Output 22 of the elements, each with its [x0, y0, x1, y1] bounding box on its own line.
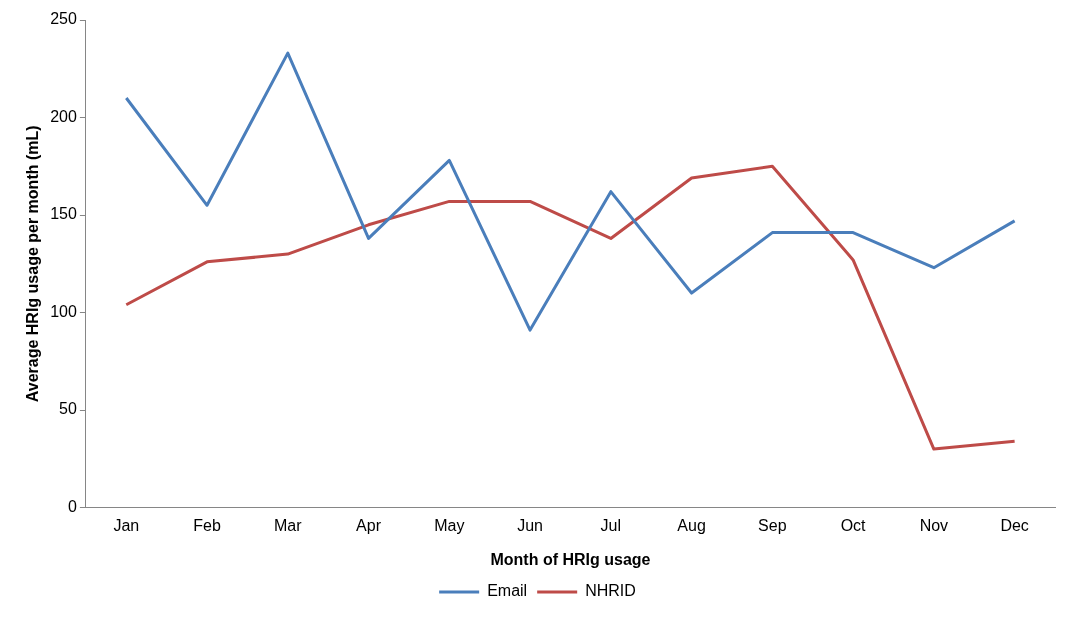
- x-tick-label: Nov: [919, 516, 949, 534]
- x-tick-label: Mar: [274, 516, 303, 534]
- x-tick-label: Oct: [840, 516, 867, 534]
- x-tick-label: May: [434, 516, 465, 534]
- x-tick-label: Feb: [193, 516, 221, 534]
- y-tick-label: 0: [67, 498, 77, 516]
- x-axis-title: Month of HRIg usage: [490, 550, 651, 568]
- y-tick-label: 150: [50, 205, 77, 223]
- y-tick-label: 50: [59, 400, 77, 418]
- x-tick-label: Jun: [517, 516, 543, 534]
- x-tick-label: Apr: [356, 516, 382, 534]
- x-tick-label: Sep: [758, 516, 787, 534]
- y-tick-label: 250: [50, 10, 77, 28]
- x-tick-label: Jan: [113, 516, 140, 534]
- y-axis-title: Average HRIg usage per month (mL): [24, 125, 42, 403]
- legend-label: Email: [487, 582, 528, 600]
- x-tick-label: Jul: [600, 516, 622, 534]
- y-tick-label: 100: [50, 302, 77, 320]
- y-tick-label: 200: [50, 107, 77, 125]
- x-tick-label: Dec: [1000, 516, 1029, 534]
- x-tick-label: Aug: [677, 516, 706, 534]
- legend-label: NHRID: [585, 582, 636, 600]
